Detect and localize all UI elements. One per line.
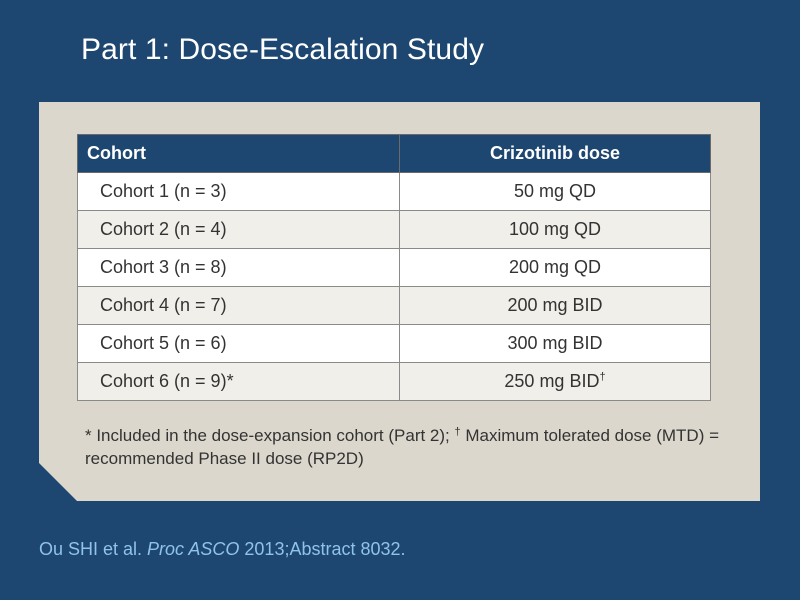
citation-details: 2013;Abstract 8032.: [239, 539, 406, 559]
dose-value: 250 mg BID: [504, 371, 600, 391]
dose-cell: 250 mg BID†: [400, 363, 711, 401]
slide-title: Part 1: Dose-Escalation Study: [81, 33, 485, 66]
table-row: Cohort 6 (n = 9)* 250 mg BID†: [78, 363, 711, 401]
dose-value: 200 mg BID: [507, 295, 603, 315]
cohort-cell: Cohort 1 (n = 3): [78, 173, 400, 211]
dose-cell: 200 mg QD: [400, 249, 711, 287]
cohort-cell: Cohort 3 (n = 8): [78, 249, 400, 287]
cohort-cell: Cohort 4 (n = 7): [78, 287, 400, 325]
citation: Ou SHI et al. Proc ASCO 2013;Abstract 80…: [39, 539, 406, 560]
footnote: * Included in the dose-expansion cohort …: [85, 424, 725, 470]
cohort-cell: Cohort 2 (n = 4): [78, 211, 400, 249]
content-panel: Cohort Crizotinib dose Cohort 1 (n = 3) …: [39, 102, 760, 501]
citation-authors: Ou SHI et al.: [39, 539, 148, 559]
table-row: Cohort 2 (n = 4) 100 mg QD: [78, 211, 711, 249]
table-row: Cohort 1 (n = 3) 50 mg QD: [78, 173, 711, 211]
dose-value: 100 mg QD: [508, 219, 602, 239]
dose-cell: 300 mg BID: [400, 325, 711, 363]
footnote-text-1: * Included in the dose-expansion cohort …: [85, 426, 455, 445]
table-row: Cohort 3 (n = 8) 200 mg QD: [78, 249, 711, 287]
dose-cell: 100 mg QD: [400, 211, 711, 249]
column-header-dose: Crizotinib dose: [400, 135, 711, 173]
citation-journal: Proc ASCO: [147, 539, 240, 559]
dose-value: 300 mg BID: [507, 333, 603, 353]
footnote-text-2: Maximum tolerated dose (MTD) = recommend…: [85, 426, 720, 468]
table-header-row: Cohort Crizotinib dose: [78, 135, 711, 173]
table-row: Cohort 4 (n = 7) 200 mg BID: [78, 287, 711, 325]
dose-value: 50 mg QD: [513, 181, 597, 201]
column-header-cohort: Cohort: [78, 135, 400, 173]
table-row: Cohort 5 (n = 6) 300 mg BID: [78, 325, 711, 363]
cohort-cell: Cohort 5 (n = 6): [78, 325, 400, 363]
dose-table: Cohort Crizotinib dose Cohort 1 (n = 3) …: [77, 134, 711, 401]
dose-value: 200 mg QD: [508, 257, 602, 277]
dagger-mark: †: [599, 371, 606, 383]
dose-cell: 200 mg BID: [400, 287, 711, 325]
cohort-cell: Cohort 6 (n = 9)*: [78, 363, 400, 401]
dose-cell: 50 mg QD: [400, 173, 711, 211]
footnote-dagger: †: [454, 426, 461, 438]
